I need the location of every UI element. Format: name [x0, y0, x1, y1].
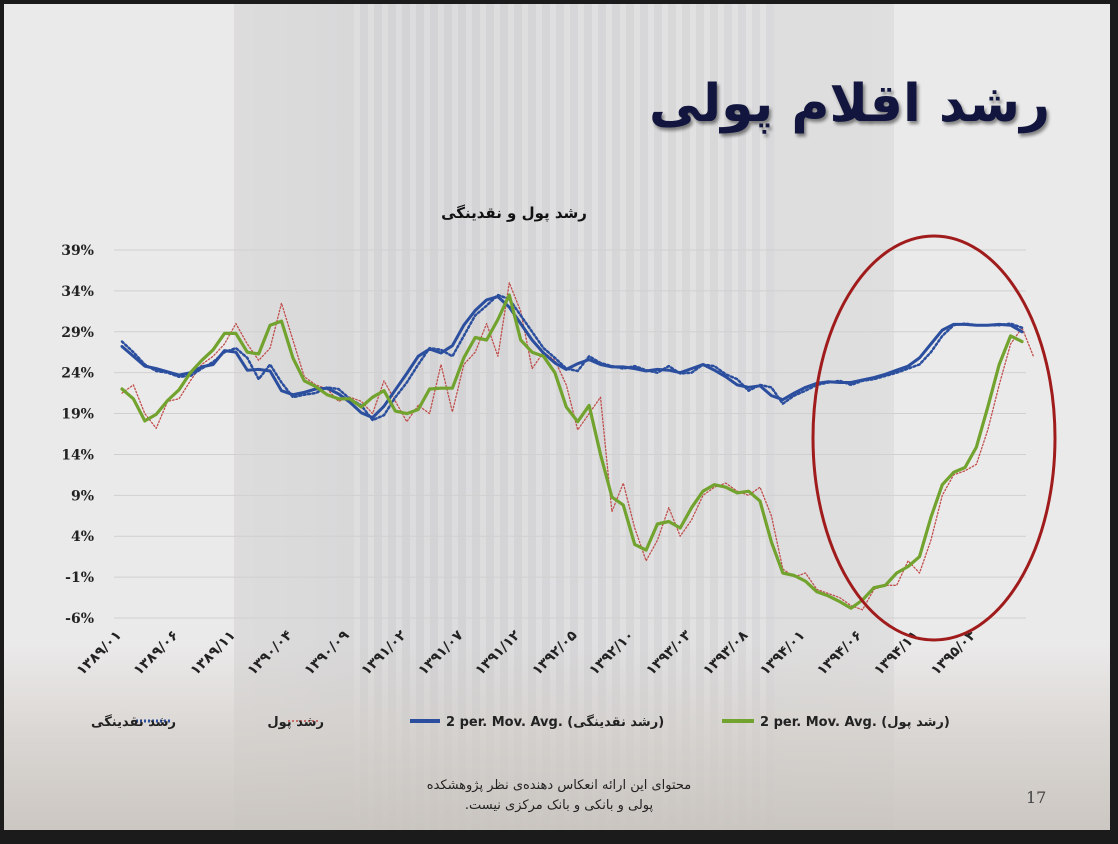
y-tick-label: -6%	[65, 611, 94, 627]
x-tick-label: ۱۳۹۴/۰۱	[757, 628, 808, 679]
y-axis-tick-labels: 39% 34% 29% 24% 19% 14% 9% 4% -1% -6%	[61, 243, 94, 627]
x-tick-label: ۱۳۹۵/۰۴	[928, 627, 980, 679]
x-tick-label: ۱۳۸۹/۰۱	[74, 628, 125, 679]
y-tick-label: 34%	[61, 284, 94, 300]
y-tick-label: 14%	[61, 447, 94, 463]
disclaimer-line-2: پولی و بانکی و بانک مرکزی نیست.	[464, 798, 654, 813]
x-tick-label: ۱۳۹۲/۱۰	[586, 628, 637, 679]
legend-label-money-moving-average: 2 per. Mov. Avg. (رشد پول)	[760, 715, 950, 730]
x-tick-label: ۱۳۹۱/۰۲	[358, 627, 410, 679]
x-tick-label: ۱۳۹۳/۰۸	[700, 627, 752, 679]
x-tick-label: ۱۳۹۴/۱۱	[871, 628, 922, 679]
series-line-green-solid	[120, 293, 1024, 610]
disclaimer-note: محتوای این ارائه انعکاس دهنده‌ی نظر پژوه…	[404, 776, 714, 816]
x-tick-label: ۱۳۸۹/۱۱	[188, 628, 239, 679]
page-number: 17	[1026, 788, 1047, 807]
legend-item-liquidity-moving-average: 2 per. Mov. Avg. (رشد نقدینگی)	[410, 714, 664, 730]
y-tick-label: 24%	[61, 366, 94, 382]
y-tick-label: 19%	[61, 407, 94, 423]
highlight-ellipse	[811, 234, 1057, 642]
y-tick-label: 39%	[61, 243, 94, 259]
x-tick-label: ۱۳۹۰/۰۹	[301, 627, 353, 679]
x-tick-label: ۱۳۹۳/۰۳	[643, 627, 695, 679]
x-tick-label: ۱۳۸۹/۰۶	[131, 628, 182, 679]
y-tick-label: 9%	[71, 488, 94, 504]
background-ground-image	[4, 644, 1110, 830]
disclaimer-line-1: محتوای این ارائه انعکاس دهنده‌ی نظر پژوه…	[426, 778, 692, 793]
y-tick-label: -1%	[65, 570, 94, 586]
x-tick-label: ۱۳۹۴/۰۶	[814, 628, 865, 679]
x-tick-label: ۱۳۹۲/۰۵	[529, 627, 581, 679]
legend-label-money-growth: رشد پول	[267, 715, 324, 730]
x-tick-label: ۱۳۹۱/۱۲	[472, 627, 524, 679]
chart: رشد پول و نقدینگی 39% 34% 29% 24% 19% 14% 9% 4%…	[61, 204, 1057, 730]
x-tick-label: ۱۳۹۰/۰۴	[245, 627, 297, 679]
series-lines	[120, 282, 1035, 611]
legend-item-liquidity-growth: رشد نقدینگی	[91, 714, 176, 730]
y-tick-label: 4%	[71, 529, 94, 545]
y-tick-label: 29%	[61, 325, 94, 341]
x-tick-label: ۱۳۹۱/۰۷	[415, 627, 467, 679]
legend-label-liquidity-growth: رشد نقدینگی	[91, 714, 176, 730]
chart-title: رشد پول و نقدینگی	[441, 204, 587, 223]
legend-item-money-moving-average: 2 per. Mov. Avg. (رشد پول)	[722, 715, 950, 730]
legend: رشد نقدینگی رشد پول 2 per. Mov. Avg. (رش…	[91, 714, 950, 730]
legend-label-liquidity-moving-average: 2 per. Mov. Avg. (رشد نقدینگی)	[446, 714, 664, 730]
grid	[114, 249, 1026, 619]
slide: رشد اقلام پولی رشد پول و نقدینگی 39% 34% 2…	[4, 4, 1110, 830]
slide-title: رشد اقلام پولی	[648, 74, 1050, 134]
legend-item-money-growth: رشد پول	[267, 715, 324, 730]
x-axis-tick-labels: ۱۳۸۹/۰۱ ۱۳۸۹/۰۶ ۱۳۸۹/۱۱ ۱۳۹۰/۰۴ ۱۳۹۰/۰۹ ۱۳۹۱/…	[74, 627, 980, 679]
series-line-blue-solid	[120, 295, 1024, 420]
